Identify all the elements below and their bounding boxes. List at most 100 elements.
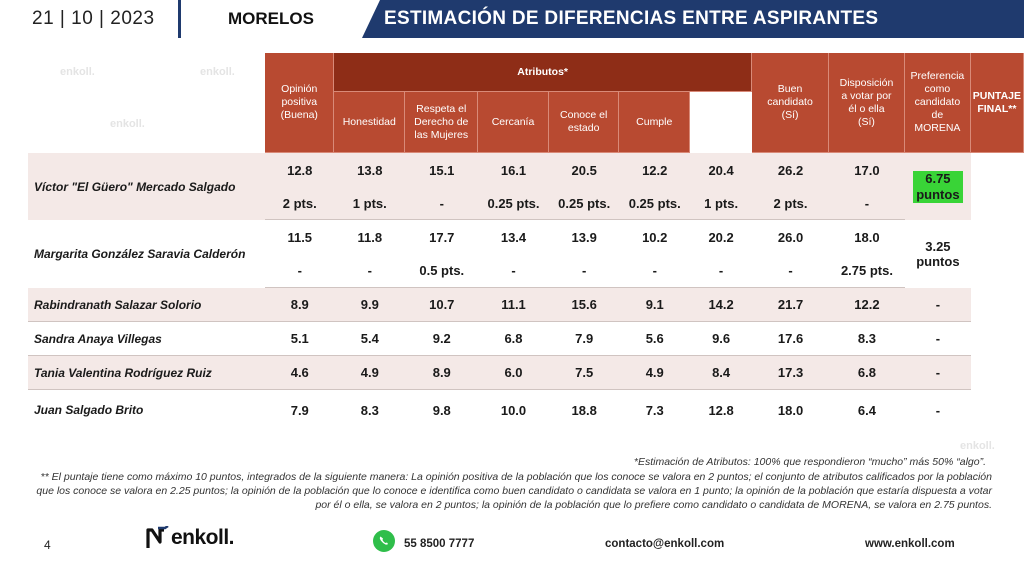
points-cell: 2 pts. [752, 188, 829, 220]
value-cell: 9.9 [334, 288, 406, 322]
col-disposicion-header: Disposición a votar por él o ella (Sí) [828, 53, 906, 153]
value-cell: 17.6 [752, 322, 829, 356]
final-score: 3.25 puntos [905, 220, 971, 288]
table-row: Juan Salgado Brito 7.9 8.3 9.8 10.0 18.8… [28, 390, 1024, 430]
candidate-name: Rabindranath Salazar Solorio [28, 288, 266, 322]
website-link[interactable]: www.enkoll.com [865, 538, 955, 550]
table-row-points: 2 pts. 1 pts. - 0.25 pts. 0.25 pts. 0.25… [28, 188, 1024, 220]
phone-number[interactable]: 55 8500 7777 [404, 538, 475, 550]
value-cell: 9.2 [405, 322, 479, 356]
value-cell: 13.9 [548, 220, 620, 254]
title-banner [362, 0, 1024, 38]
enkoll-logo-icon [146, 526, 169, 548]
value-cell: 15.1 [405, 153, 479, 188]
col-cumple-header: Cumple [619, 92, 691, 153]
value-cell: 12.8 [265, 153, 335, 188]
points-cell: 1 pts. [690, 188, 753, 220]
table-row-points: - - 0.5 pts. - - - - - 2.75 pts. [28, 254, 1024, 288]
table-row: Víctor "El Güero" Mercado Salgado 12.8 1… [28, 153, 1024, 220]
value-cell: 9.1 [619, 288, 691, 322]
watermark: enkoll. [60, 66, 95, 78]
contact-email[interactable]: contacto@enkoll.com [605, 538, 725, 550]
value-cell: 12.2 [619, 153, 691, 188]
col-preferencia-header: Preferencia como candidato de MORENA [905, 53, 971, 153]
col-puntaje-header: PUNTAJE FINAL** [970, 53, 1024, 153]
points-cell: - [619, 254, 691, 288]
value-cell: 10.7 [405, 288, 479, 322]
value-cell: 14.2 [690, 288, 753, 322]
points-cell: - [478, 254, 549, 288]
value-cell: 7.9 [548, 322, 620, 356]
candidates-table: Opinión positiva (Buena) Atributos* Buen ca… [28, 53, 1024, 430]
watermark: enkoll. [200, 66, 235, 78]
points-cell: 0.25 pts. [619, 188, 691, 220]
state-label: MORELOS [228, 9, 314, 28]
value-cell: 10.2 [619, 220, 691, 254]
value-cell: 12.8 [690, 390, 753, 430]
page-number: 4 [44, 538, 51, 552]
value-cell: 17.7 [405, 220, 479, 254]
value-cell: 11.8 [334, 220, 406, 254]
value-cell: 6.0 [478, 356, 549, 390]
points-cell: - [690, 254, 753, 288]
whatsapp-icon [373, 530, 395, 552]
value-cell: 7.3 [619, 390, 691, 430]
value-cell: 17.3 [752, 356, 829, 390]
value-cell: 20.5 [548, 153, 620, 188]
value-cell: 5.1 [265, 322, 335, 356]
value-cell: 7.9 [265, 390, 335, 430]
value-cell: 5.6 [619, 322, 691, 356]
value-cell: 5.4 [334, 322, 406, 356]
value-cell: 16.1 [478, 153, 549, 188]
value-cell: 4.9 [619, 356, 691, 390]
col-cercania-header: Cercanía [478, 92, 549, 153]
table-row: Tania Valentina Rodríguez Ruiz 4.6 4.9 8… [28, 356, 1024, 390]
points-cell: - [828, 188, 906, 220]
watermark: enkoll. [110, 118, 145, 130]
points-cell: 1 pts. [334, 188, 406, 220]
attributes-footnote: *Estimación de Atributos: 100% que respo… [633, 456, 986, 468]
final-score: - [905, 322, 971, 356]
value-cell: 15.6 [548, 288, 620, 322]
logo-text: enkoll. [171, 526, 235, 549]
col-conoce-header: Conoce el estado [548, 92, 620, 153]
points-cell: 0.25 pts. [548, 188, 620, 220]
value-cell: 11.5 [265, 220, 335, 254]
value-cell: 13.4 [478, 220, 549, 254]
value-cell: 8.3 [334, 390, 406, 430]
value-cell: 18.0 [752, 390, 829, 430]
points-cell: 2.75 pts. [828, 254, 906, 288]
value-cell: 9.6 [690, 322, 753, 356]
header-bar: 21 | 10 | 2023 MORELOS ESTIMACIÓN DE DIF… [0, 0, 1024, 38]
value-cell: 20.2 [690, 220, 753, 254]
candidate-name: Juan Salgado Brito [28, 390, 266, 430]
value-cell: 8.4 [690, 356, 753, 390]
value-cell: 21.7 [752, 288, 829, 322]
candidate-name: Tania Valentina Rodríguez Ruiz [28, 356, 266, 390]
candidate-name: Margarita González Saravia Calderón [28, 220, 266, 288]
points-cell: 0.25 pts. [478, 188, 549, 220]
value-cell: 26.2 [752, 153, 829, 188]
value-cell: 8.3 [828, 322, 906, 356]
value-cell: 8.9 [405, 356, 479, 390]
points-cell: - [265, 254, 335, 288]
points-cell: - [548, 254, 620, 288]
points-cell: - [752, 254, 829, 288]
candidate-name: Sandra Anaya Villegas [28, 322, 266, 356]
candidate-name: Víctor "El Güero" Mercado Salgado [28, 153, 266, 220]
value-cell: 17.0 [828, 153, 906, 188]
table-row: Margarita González Saravia Calderón 11.5… [28, 220, 1024, 288]
value-cell: 4.9 [334, 356, 406, 390]
value-cell: 9.8 [405, 390, 479, 430]
value-cell: 26.0 [752, 220, 829, 254]
value-cell: 20.4 [690, 153, 753, 188]
final-score-highlight: 6.75 puntos [913, 170, 963, 203]
page-title: ESTIMACIÓN DE DIFERENCIAS ENTRE ASPIRANT… [384, 8, 879, 29]
value-cell: 6.8 [478, 322, 549, 356]
value-cell: 18.8 [548, 390, 620, 430]
value-cell: 11.1 [478, 288, 549, 322]
final-score: - [905, 288, 971, 322]
col-buen-candidato-header: Buen candidato (Sí) [752, 53, 829, 153]
table-row: Sandra Anaya Villegas 5.1 5.4 9.2 6.8 7.… [28, 322, 1024, 356]
enkoll-logo: enkoll. [146, 526, 235, 550]
